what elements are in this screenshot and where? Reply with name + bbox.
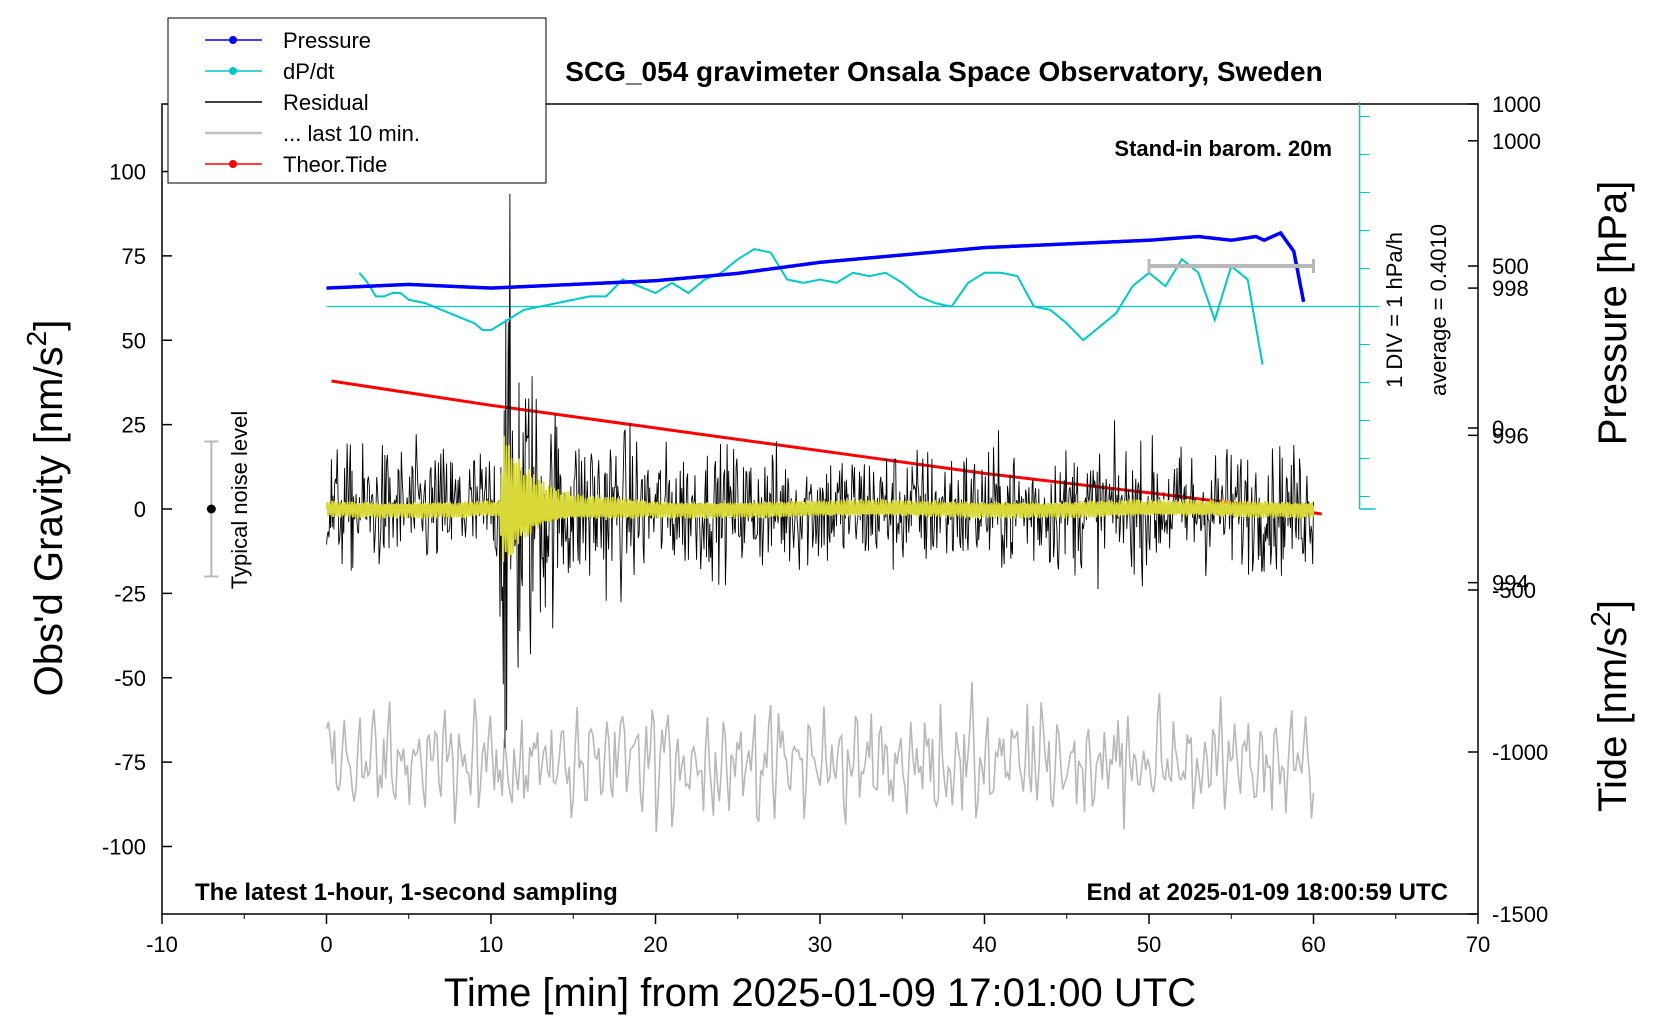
tide-axis-title-text: Tide [nm/s bbox=[1591, 627, 1635, 812]
gravity-axis-title-close: ] bbox=[27, 320, 71, 331]
gravity-tick-label: -100 bbox=[102, 835, 146, 860]
gravity-tick-label: -50 bbox=[114, 666, 146, 691]
x-tick-label: -10 bbox=[146, 932, 178, 957]
legend-label: Theor.Tide bbox=[283, 152, 387, 177]
tide-axis-title: Tide [nm/s2] bbox=[1585, 600, 1635, 812]
pressure-tick-label: 996 bbox=[1492, 423, 1529, 448]
x-axis-ticks: -10 0 10 20 30 40 50 60 70 bbox=[146, 914, 1490, 957]
legend: Pressure dP/dt Residual ... last 10 min. The… bbox=[167, 17, 547, 184]
x-axis-title: Time [min] from 2025-01-09 17:01:00 UTC bbox=[444, 971, 1196, 1015]
pressure-tick-label: 994 bbox=[1492, 571, 1529, 596]
residual-line bbox=[326, 193, 1314, 748]
dpdt-series bbox=[358, 248, 1264, 365]
chart-title: SCG_054 gravimeter Onsala Space Observat… bbox=[565, 56, 1322, 87]
legend-label: Residual bbox=[283, 90, 369, 115]
filtered-series bbox=[325, 435, 1315, 562]
x-tick-label: 70 bbox=[1466, 932, 1490, 957]
last10-series bbox=[325, 681, 1315, 832]
sampling-annotation: The latest 1-hour, 1-second sampling bbox=[195, 879, 618, 906]
noise-level-label: Typical noise level bbox=[227, 411, 252, 590]
end-time-annotation: End at 2025-01-09 18:00:59 UTC bbox=[1087, 879, 1449, 906]
tide-tick-label: -1500 bbox=[1492, 902, 1548, 927]
legend-swatch-marker bbox=[229, 160, 237, 168]
legend-box bbox=[167, 17, 547, 184]
x-tick-label: 0 bbox=[320, 932, 332, 957]
legend-label: Pressure bbox=[283, 28, 371, 53]
dpdt-line bbox=[358, 248, 1264, 365]
pressure-line bbox=[326, 230, 1306, 303]
x-tick-label: 40 bbox=[972, 932, 996, 957]
pressure-series bbox=[326, 230, 1306, 303]
gravity-axis-ticks: 100 75 50 25 0 -25 -50 -75 -100 bbox=[102, 160, 172, 860]
tide-tick-label: -500 bbox=[1492, 578, 1536, 603]
last10-line bbox=[325, 681, 1315, 832]
x-tick-label: 60 bbox=[1301, 932, 1325, 957]
legend-swatch-marker bbox=[229, 36, 237, 44]
noise-level-bar bbox=[204, 440, 219, 578]
tide-axis-ticks: 1000 500 0 -500 -1000 -1500 bbox=[1468, 92, 1548, 927]
gravity-axis-title: Obs'd Gravity [nm/s2] bbox=[21, 320, 71, 697]
noise-bar-center-dot bbox=[206, 504, 216, 514]
gravity-tick-label: 0 bbox=[134, 497, 146, 522]
x-tick-label: 50 bbox=[1137, 932, 1161, 957]
barometer-annotation: Stand-in barom. 20m bbox=[1114, 136, 1332, 161]
legend-swatch-marker bbox=[229, 67, 237, 75]
pressure-axis-ticks: 1000 998 996 994 bbox=[1468, 129, 1541, 596]
tide-line bbox=[331, 379, 1322, 516]
dpdt-scale-label: 1 DIV = 1 hPa/h bbox=[1382, 232, 1407, 388]
tide-series bbox=[331, 379, 1322, 516]
x-tick-label: 10 bbox=[479, 932, 503, 957]
gravity-tick-label: -75 bbox=[114, 750, 146, 775]
dpdt-scale-axis bbox=[1358, 102, 1376, 510]
x-tick-label: 20 bbox=[643, 932, 667, 957]
gravity-tick-label: 50 bbox=[122, 328, 146, 353]
pressure-axis-title: Pressure [hPa] bbox=[1591, 181, 1635, 446]
legend-label: ... last 10 min. bbox=[283, 121, 420, 146]
filtered-line bbox=[325, 435, 1315, 562]
pressure-tick-label: 1000 bbox=[1492, 129, 1541, 154]
tide-tick-label: 0 bbox=[1492, 416, 1504, 441]
gravity-axis-title-text: Obs'd Gravity [nm/s bbox=[27, 346, 71, 696]
last10-range-bar bbox=[1147, 259, 1315, 273]
gravity-tick-label: 75 bbox=[122, 244, 146, 269]
legend-label: dP/dt bbox=[283, 59, 334, 84]
residual-series bbox=[326, 193, 1314, 748]
tide-axis-title-sup: 2 bbox=[1585, 611, 1616, 627]
x-tick-label: 30 bbox=[808, 932, 832, 957]
gravity-tick-label: 25 bbox=[122, 413, 146, 438]
tide-tick-label: -1000 bbox=[1492, 740, 1548, 765]
dpdt-average-label: average = 0.4010 bbox=[1426, 224, 1451, 396]
gravity-axis-title-sup: 2 bbox=[21, 331, 52, 347]
pressure-tick-label: 998 bbox=[1492, 276, 1529, 301]
gravity-tick-label: -25 bbox=[114, 581, 146, 606]
tide-tick-label: 500 bbox=[1492, 254, 1529, 279]
gravity-tick-label: 100 bbox=[109, 160, 146, 185]
tide-axis-title-close: ] bbox=[1591, 600, 1635, 611]
tide-tick-label: 1000 bbox=[1492, 92, 1541, 117]
